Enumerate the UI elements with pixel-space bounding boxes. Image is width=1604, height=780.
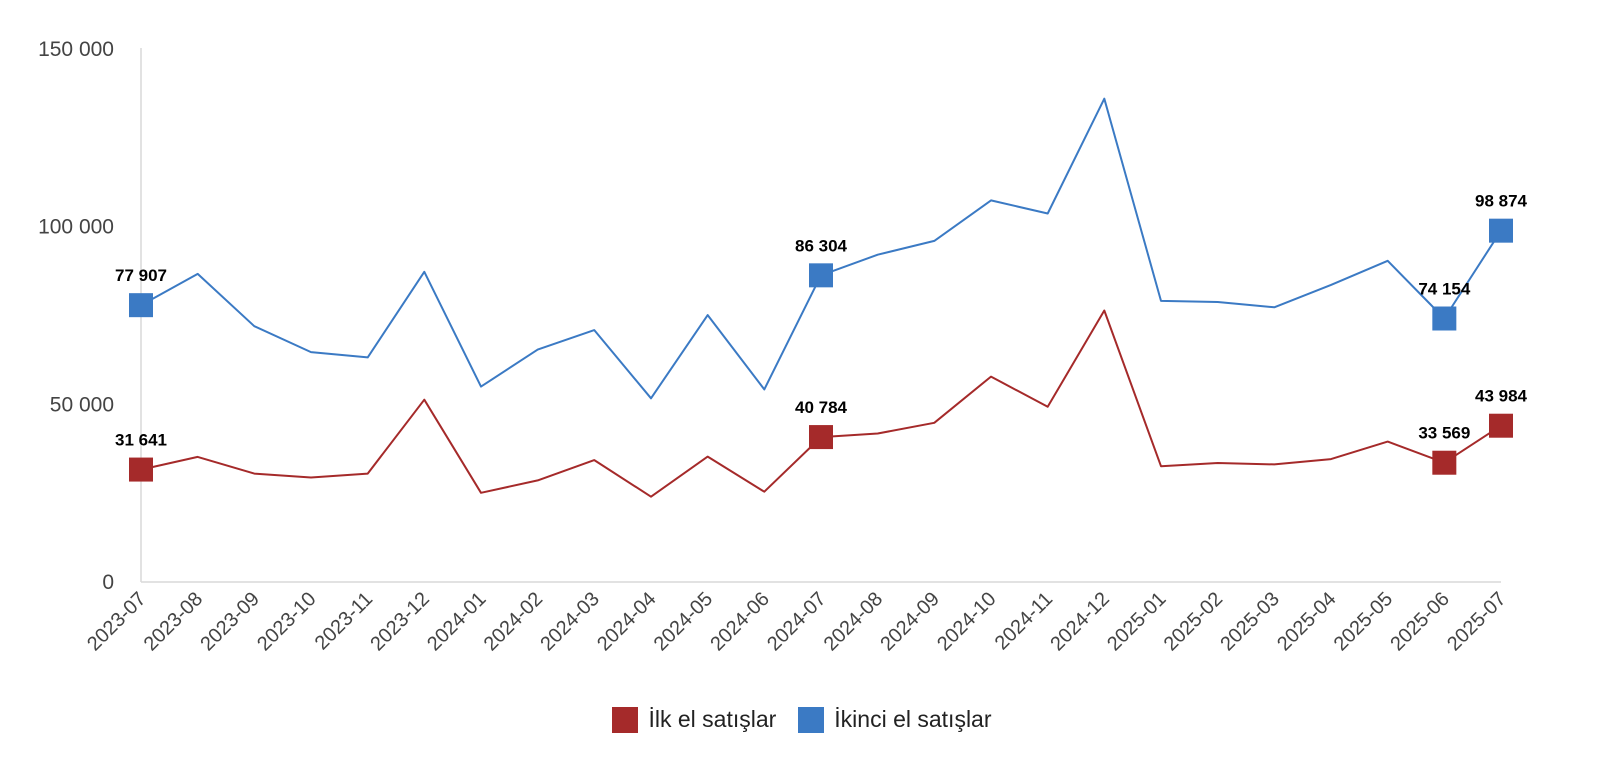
x-tick-label: 2025-04	[1273, 588, 1340, 655]
x-tick-label: 2024-01	[423, 588, 490, 655]
y-tick-label: 100 000	[38, 216, 114, 239]
x-tick-label: 2024-11	[991, 588, 1057, 654]
x-tick-label: 2024-08	[820, 588, 887, 655]
x-tick-label: 2024-09	[876, 588, 943, 655]
data-label: 86 304	[795, 236, 848, 255]
data-point-marker[interactable]	[1432, 306, 1457, 331]
x-tick-label: 2023-09	[196, 588, 263, 655]
data-label: 33 569	[1418, 424, 1470, 443]
data-point-marker[interactable]	[809, 425, 833, 450]
x-tick-label: 2025-07	[1443, 588, 1510, 655]
data-point-marker[interactable]	[1489, 218, 1513, 243]
data-label: 40 784	[795, 398, 848, 417]
x-tick-label: 2024-10	[933, 588, 1000, 655]
data-label: 98 874	[1475, 192, 1528, 211]
x-tick-label: 2023-10	[253, 588, 320, 655]
y-tick-label: 0	[102, 571, 114, 594]
y-tick-label: 150 000	[38, 38, 114, 61]
data-point-marker[interactable]	[809, 263, 833, 288]
x-tick-label: 2025-01	[1103, 588, 1170, 655]
x-tick-label: 2023-07	[83, 588, 150, 655]
legend-item-second-hand[interactable]: İkinci el satışlar	[798, 706, 992, 733]
x-tick-label: 2024-07	[763, 588, 830, 655]
data-point-marker[interactable]	[129, 457, 153, 482]
x-tick-label: 2024-05	[650, 588, 717, 655]
data-point-marker[interactable]	[1489, 413, 1513, 438]
legend-swatch-second-hand	[798, 706, 825, 733]
data-label: 74 154	[1418, 280, 1471, 299]
x-tick-label: 2024-04	[593, 588, 660, 655]
y-tick-label: 50 000	[50, 393, 114, 416]
x-tick-label: 2023-12	[366, 588, 433, 655]
legend-label-second-hand: İkinci el satışlar	[834, 706, 992, 732]
x-tick-label: 2025-05	[1330, 588, 1397, 655]
x-tick-label: 2024-03	[536, 588, 603, 655]
data-label: 31 641	[115, 431, 167, 450]
x-tick-label: 2024-06	[706, 588, 773, 655]
data-labels: 31 641 40 784 33 569 43 984 77 907 86 304 74 1…	[115, 192, 1528, 450]
x-tick-label: 2023-11	[311, 588, 377, 654]
x-tick-label: 2025-06	[1386, 588, 1453, 655]
data-label: 43 984	[1475, 387, 1528, 406]
data-point-marker[interactable]	[1432, 450, 1457, 475]
x-tick-labels: 2023-072023-082023-092023-102023-112023-…	[83, 588, 1510, 655]
legend-item-first-hand[interactable]: İlk el satışlar	[612, 706, 776, 733]
y-tick-labels: 0 50 000 100 000 150 000	[38, 38, 114, 594]
x-tick-label: 2023-08	[140, 588, 207, 655]
data-label: 77 907	[115, 266, 167, 285]
legend: İlk el satışlar İkinci el satışlar	[0, 706, 1604, 733]
x-tick-label: 2025-02	[1160, 588, 1227, 655]
x-tick-label: 2025-03	[1216, 588, 1283, 655]
x-tick-label: 2024-12	[1046, 588, 1113, 655]
legend-swatch-first-hand	[612, 706, 639, 733]
data-point-marker[interactable]	[129, 293, 153, 318]
legend-label-first-hand: İlk el satışlar	[648, 706, 777, 732]
x-tick-label: 2024-02	[480, 588, 547, 655]
series-layer	[129, 97, 1513, 498]
